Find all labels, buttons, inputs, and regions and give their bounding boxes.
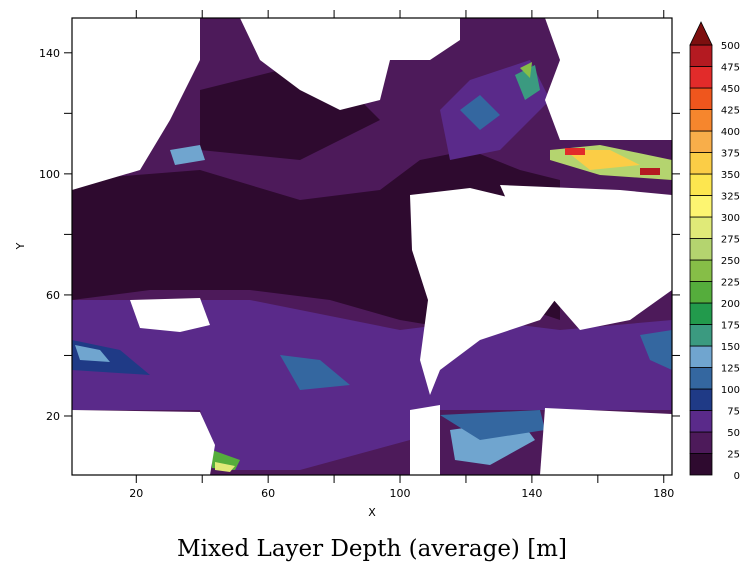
x-tick-label: 180 xyxy=(653,487,674,500)
colorbar-box xyxy=(689,259,713,282)
weddell-sector xyxy=(200,410,410,470)
colorbar-box xyxy=(689,238,713,261)
colorbar-box xyxy=(689,109,713,132)
colorbar-label: 300 xyxy=(721,213,740,224)
colorbar-box xyxy=(689,431,713,454)
weddell-edge-2 xyxy=(215,462,235,472)
x-tick-label: 60 xyxy=(261,487,275,500)
colorbar-label: 175 xyxy=(721,321,740,332)
colorbar-label: 150 xyxy=(721,342,740,353)
y-tick-label: 140 xyxy=(39,47,60,60)
field-layers xyxy=(72,18,672,475)
colorbar-box xyxy=(689,152,713,175)
colorbar-box xyxy=(689,130,713,153)
kuroshio-patch xyxy=(170,145,205,165)
land-antarctica-mid xyxy=(410,405,440,475)
colorbar: 0 25 50 75 100 125 150 175 200 225 250 275 300 325 350… xyxy=(689,21,740,482)
colorbar-label: 200 xyxy=(721,299,740,310)
colorbar-box xyxy=(689,410,713,433)
colorbar-label: 325 xyxy=(721,192,740,203)
y-axis-label: Y xyxy=(14,242,27,250)
land-eurasia xyxy=(545,18,672,140)
colorbar-label: 50 xyxy=(727,428,740,439)
y-tick-label: 60 xyxy=(46,289,60,302)
colorbar-label: 75 xyxy=(727,407,740,418)
x-tick-label: 100 xyxy=(390,487,411,500)
colorbar-label: 225 xyxy=(721,278,740,289)
labrador-patch xyxy=(515,65,540,100)
north-atlantic-deep-1 xyxy=(460,95,500,130)
med-high-1 xyxy=(565,148,585,155)
colorbar-box xyxy=(689,453,713,476)
plot-frame xyxy=(71,17,673,476)
colorbar-label: 475 xyxy=(721,63,740,74)
colorbar-box xyxy=(689,216,713,239)
x-tick-label: 140 xyxy=(521,487,542,500)
colorbar-box xyxy=(689,281,713,304)
colorbar-label: 250 xyxy=(721,256,740,267)
land-north-america xyxy=(240,18,460,110)
colorbar-box xyxy=(689,66,713,89)
y-tick-label: 100 xyxy=(39,168,60,181)
ross-edge xyxy=(440,410,545,440)
chart-title: Mixed Layer Depth (average) [m] xyxy=(177,536,567,562)
y-tick-label: 20 xyxy=(46,410,60,423)
x-tick-label: 20 xyxy=(129,487,143,500)
south-patch-2 xyxy=(280,355,350,390)
land-antarctica-west xyxy=(72,410,215,475)
colorbar-label: 350 xyxy=(721,170,740,181)
colorbar-box xyxy=(689,388,713,411)
colorbar-label: 125 xyxy=(721,364,740,375)
heatmap-field xyxy=(72,18,672,475)
labrador-edge xyxy=(520,62,532,78)
colorbar-box xyxy=(689,173,713,196)
colorbar-box xyxy=(689,345,713,368)
colorbar-label: 500 xyxy=(721,41,740,52)
south-patch-4 xyxy=(640,330,672,370)
land-asia xyxy=(72,18,200,190)
southern-band xyxy=(72,300,672,410)
land-antarctica-east xyxy=(540,408,672,475)
colorbar-label: 425 xyxy=(721,106,740,117)
colorbar-box xyxy=(689,87,713,110)
colorbar-label: 275 xyxy=(721,235,740,246)
land-australia xyxy=(130,298,210,332)
colorbar-box xyxy=(689,44,713,67)
colorbar-box xyxy=(689,302,713,325)
colorbar-label: 400 xyxy=(721,127,740,138)
x-axis-label: X xyxy=(368,506,376,519)
colorbar-box xyxy=(689,324,713,347)
colorbar-label: 0 xyxy=(734,471,740,482)
colorbar-box xyxy=(689,367,713,390)
colorbar-box xyxy=(689,195,713,218)
south-patch-3 xyxy=(75,345,110,362)
colorbar-label: 100 xyxy=(721,385,740,396)
med-high-2 xyxy=(640,168,660,175)
axes: 20 60 100 140 180 20 60 100 140 xyxy=(39,10,680,500)
colorbar-label: 375 xyxy=(721,149,740,160)
colorbar-over-triangle xyxy=(689,21,713,46)
colorbar-label: 25 xyxy=(727,450,740,461)
land-africa xyxy=(500,185,672,330)
colorbar-label: 450 xyxy=(721,84,740,95)
